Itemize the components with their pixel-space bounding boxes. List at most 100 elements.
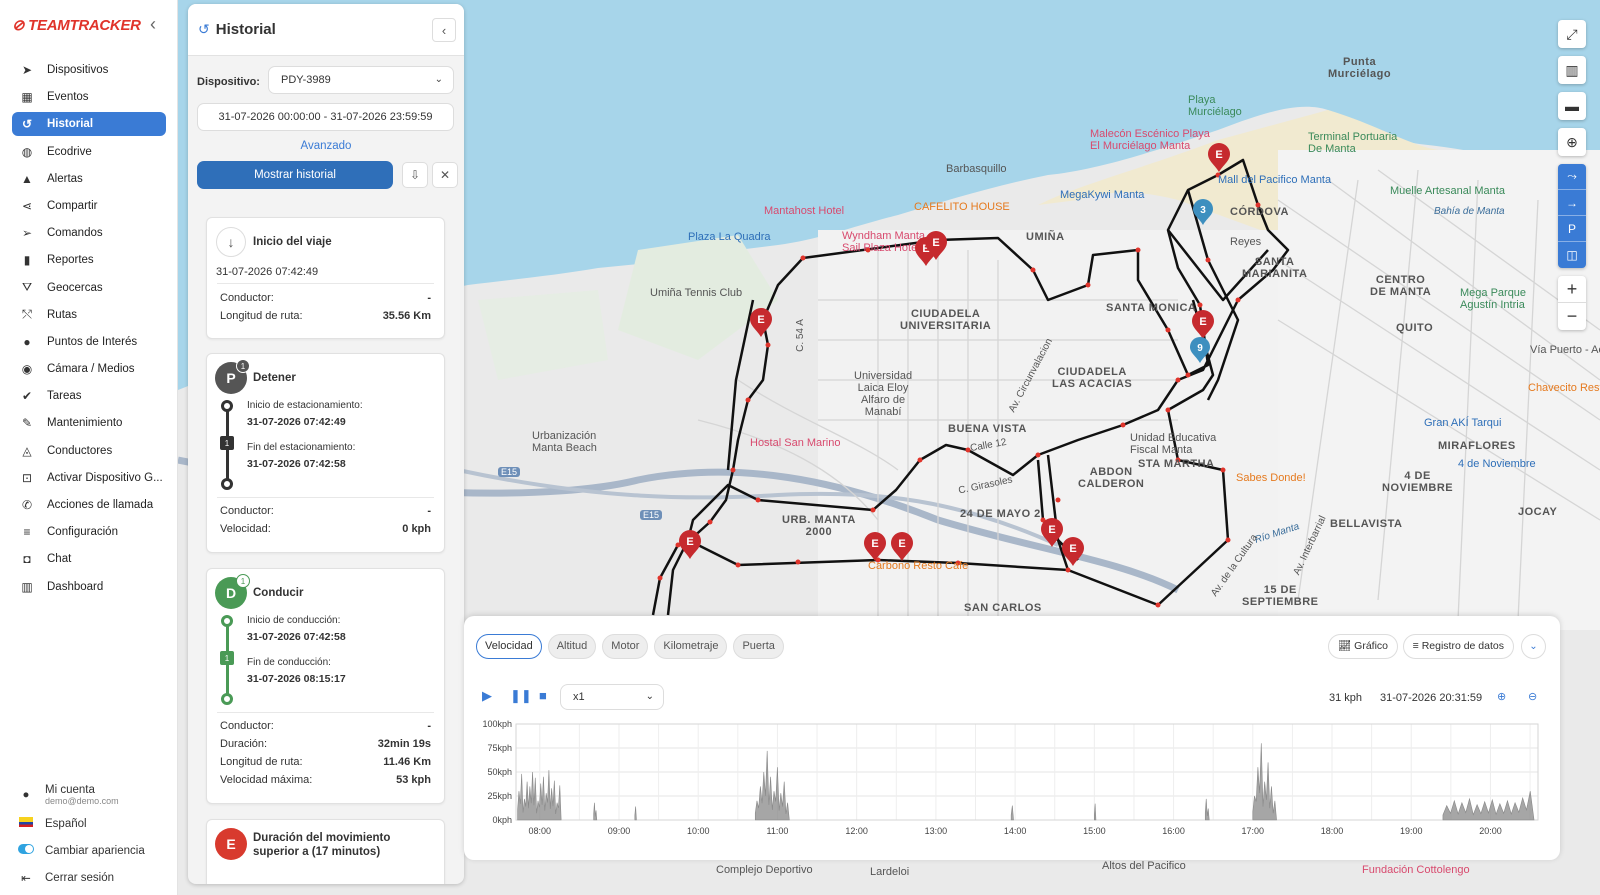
chart-line-icon: 📈︎	[1337, 640, 1352, 652]
drive-title: Conducir	[253, 587, 304, 599]
trip-start-datetime: 31-07-2026 07:42:49	[216, 266, 319, 278]
tab-puerta[interactable]: Puerta	[733, 634, 784, 659]
sidebar-item-chat[interactable]: ◘ Chat	[12, 547, 166, 571]
tab-altitud[interactable]: Altitud	[547, 634, 597, 659]
tab-kilometraje[interactable]: Kilometraje	[654, 634, 728, 659]
parking-toggle-button[interactable]: P	[1558, 216, 1586, 242]
zoom-in-button[interactable]: +	[1558, 276, 1586, 303]
sidebar-item-rutas[interactable]: ⤲ Rutas	[12, 303, 166, 327]
sidebar-item-alertas[interactable]: ▲ Alertas	[12, 167, 166, 191]
trip-start-card[interactable]: ↓ Inicio del viaje 31-07-2026 07:42:49 C…	[206, 217, 445, 339]
play-button[interactable]: ▶	[482, 688, 492, 704]
chart-view-button[interactable]: 📈︎ Gráfico	[1327, 634, 1398, 659]
sidebar-item-c-mara-medios[interactable]: ◉ Cámara / Medios	[12, 357, 166, 381]
sidebar-item-activar-dispositivo-g[interactable]: ⊡ Activar Dispositivo G...	[12, 466, 166, 490]
bell-icon: ▲	[21, 171, 33, 186]
map-canvas	[178, 0, 1600, 630]
map-label: C. 54 A	[794, 319, 806, 352]
date-range-input[interactable]: 31-07-2026 00:00:00 - 31-07-2026 23:59:5…	[197, 103, 454, 131]
sidebar-item-label: Reportes	[47, 254, 94, 267]
sidebar-item-ecodrive[interactable]: ◍ Ecodrive	[12, 140, 166, 164]
drive-card[interactable]: D 1 Conducir Inicio de conducción: 31-07…	[206, 568, 445, 804]
language-select[interactable]: Español	[12, 810, 172, 837]
parking-toggle-icon: P	[1567, 221, 1576, 236]
map-label: JOCAY	[1518, 506, 1558, 518]
sidebar-item-compartir[interactable]: ⋖ Compartir	[12, 194, 166, 218]
sidebar-item-dispositivos[interactable]: ➤ Dispositivos	[12, 58, 166, 82]
stop-card[interactable]: P 1 Detener Inicio de estacionamiento: 3…	[206, 353, 445, 553]
sidebar-item-comandos[interactable]: ➢ Comandos	[12, 221, 166, 245]
locate-button[interactable]: ⊕	[1558, 128, 1586, 156]
speed-series-area	[1252, 743, 1277, 821]
arrow-down-icon: ↓	[216, 227, 246, 257]
share-icon: ⋖	[21, 198, 33, 213]
map-label: Terminal Portuaria De Manta	[1308, 131, 1398, 155]
tab-motor[interactable]: Motor	[602, 634, 649, 659]
speed-series-area	[593, 802, 598, 821]
map-label: Altos del Pacifico	[1102, 860, 1186, 872]
route-toggle-icon: ⤳	[1567, 169, 1577, 183]
event-toggle-button[interactable]: ◫	[1558, 242, 1586, 268]
collapse-sidebar-icon[interactable]: ‹	[150, 14, 156, 34]
sidebar-item-tareas[interactable]: ✔ Tareas	[12, 384, 166, 408]
zoom-out-button[interactable]: −	[1558, 303, 1586, 330]
sidebar-item-label: Ecodrive	[47, 145, 92, 158]
map-label: SAN CARLOS	[964, 602, 1042, 614]
my-account[interactable]: ● Mi cuenta demo@demo.com	[12, 780, 172, 810]
fullscreen-button[interactable]: ⤢	[1558, 20, 1586, 48]
map-layers-button[interactable]: ▥	[1558, 56, 1586, 84]
playback-speed-select[interactable]: x1 ⌄	[560, 684, 664, 710]
map-label: MIRAFLORES	[1438, 440, 1516, 452]
sidebar-item-label: Activar Dispositivo G...	[47, 471, 163, 484]
ecuador-flag-icon	[19, 817, 33, 827]
show-history-button[interactable]: Mostrar historial	[197, 161, 393, 189]
map-label: UMIÑA	[1026, 231, 1065, 243]
map-label: BUENA VISTA	[948, 423, 1027, 435]
sidebar-item-dashboard[interactable]: ▥ Dashboard	[12, 575, 166, 599]
collapse-panel-button[interactable]: ‹	[432, 18, 456, 42]
ruler-button[interactable]: ▬	[1558, 92, 1586, 120]
y-tick-label: 50kph	[487, 767, 512, 777]
logo-icon: ⊘	[12, 17, 25, 34]
sidebar-item-conductores[interactable]: ◬ Conductores	[12, 439, 166, 463]
sidebar-item-puntos-de-inter-s[interactable]: ● Puntos de Interés	[12, 330, 166, 354]
zoom-out-chart-button[interactable]: ⊖	[1528, 690, 1537, 703]
advanced-link[interactable]: Avanzado	[300, 140, 352, 152]
sidebar-item-eventos[interactable]: ▦ Eventos	[12, 85, 166, 109]
appearance-toggle[interactable]: Cambiar apariencia	[12, 837, 172, 864]
toggle-icon	[18, 844, 34, 854]
map-view[interactable]: Punta Murciélago Playa Murciélago Malecó…	[178, 0, 1600, 895]
expand-icon: ⤢	[1566, 25, 1578, 42]
zoom-in-chart-button[interactable]: ⊕	[1497, 690, 1506, 703]
sidebar-item-historial[interactable]: ↺ Historial	[12, 112, 166, 137]
phone-icon: ✆	[21, 498, 33, 512]
sidebar-item-configuraci-n[interactable]: ≡ Configuración	[12, 520, 166, 544]
sidebar-item-acciones-de-llamada[interactable]: ✆ Acciones de llamada	[12, 493, 166, 517]
map-label: Malecón Escénico Playa El Murciélago Man…	[1090, 128, 1210, 152]
arrow-toggle-button[interactable]: →	[1558, 190, 1586, 216]
stop-button[interactable]: ■	[539, 688, 547, 703]
tab-velocidad[interactable]: Velocidad	[476, 634, 542, 659]
logout-button[interactable]: ⇤ Cerrar sesión	[12, 864, 172, 891]
sidebar-item-mantenimiento[interactable]: ✎ Mantenimiento	[12, 411, 166, 435]
sidebar-item-reportes[interactable]: ▮ Reportes	[12, 248, 166, 272]
account-label: Mi cuenta	[45, 784, 95, 796]
calendar-icon: ▦	[21, 90, 33, 105]
speed-chart[interactable]: 0kph 25kph 50kph 75kph 100kph 08:00 09:00 10:00…	[464, 714, 1554, 844]
map-label: Complejo Deportivo	[716, 864, 813, 876]
device-select[interactable]: PDY-3989 ⌄	[268, 66, 454, 94]
data-log-button[interactable]: ≡ Registro de datos	[1402, 634, 1514, 659]
event-card[interactable]: E Duración del movimiento superior a (17…	[206, 819, 445, 884]
play-icon: ▶	[482, 688, 492, 703]
map-label: Mega Parque Agustín Intria	[1460, 287, 1527, 311]
collapse-chart-button[interactable]: ⌄	[1521, 634, 1546, 659]
app-logo[interactable]: ⊘ TEAMTRACKER	[12, 16, 141, 34]
y-tick-label: 75kph	[487, 743, 512, 753]
map-label: Muelle Artesanal Manta	[1390, 185, 1505, 197]
pause-button[interactable]: ❚❚	[510, 688, 532, 704]
route-icon: ⤲	[22, 307, 32, 322]
route-toggle-button[interactable]: ⤳	[1558, 164, 1586, 190]
clear-button[interactable]: ✕	[432, 162, 458, 188]
sidebar-item-geocercas[interactable]: ⛛ Geocercas	[12, 276, 166, 300]
export-button[interactable]: ⇩	[402, 162, 428, 188]
